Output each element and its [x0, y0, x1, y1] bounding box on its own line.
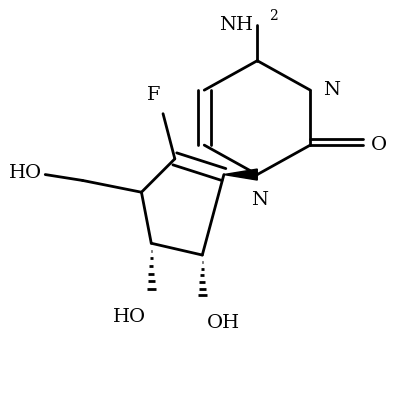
Text: HO: HO [9, 164, 42, 182]
Polygon shape [224, 169, 257, 180]
Text: F: F [146, 86, 160, 104]
Text: OH: OH [207, 314, 240, 332]
Text: N: N [323, 81, 340, 99]
Text: NH: NH [219, 16, 253, 34]
Text: N: N [251, 191, 268, 209]
Text: 2: 2 [268, 9, 277, 22]
Text: O: O [371, 136, 387, 154]
Text: HO: HO [114, 308, 146, 326]
